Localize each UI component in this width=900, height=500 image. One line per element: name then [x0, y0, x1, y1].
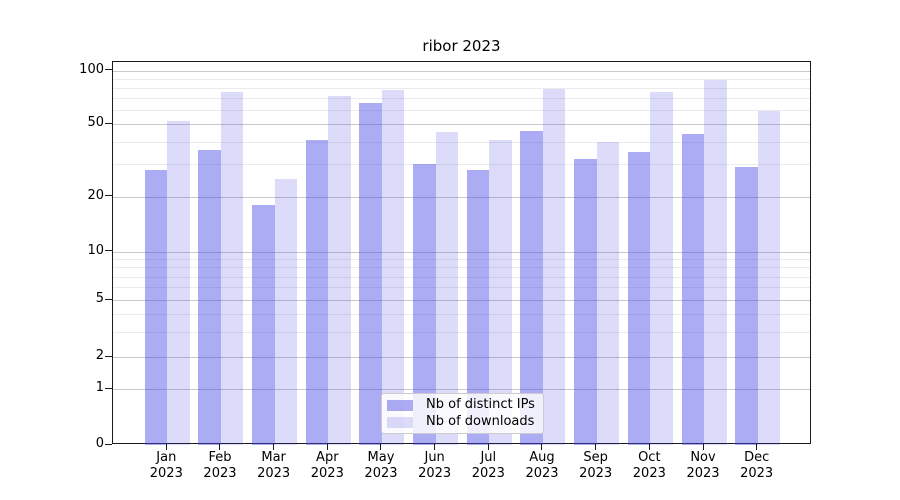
- legend-swatch-downloads: [387, 416, 413, 428]
- x-tick-label-mar: Mar 2023: [257, 450, 291, 481]
- x-tick-label-may: May 2023: [364, 450, 398, 481]
- gridline-minor-7: [113, 276, 810, 278]
- bar-distinct-ips-jun: [413, 164, 436, 445]
- y-tick-label-20: 20: [87, 187, 104, 203]
- legend-label-downloads: Nb of downloads: [426, 414, 535, 429]
- legend-swatch-distinct-ips: [387, 399, 413, 411]
- y-tick-20: [105, 195, 112, 196]
- gridline-major-1: [113, 389, 810, 391]
- bar-downloads-nov: [704, 80, 727, 445]
- gridline-minor-4: [113, 314, 810, 316]
- y-tick-5: [105, 298, 112, 300]
- y-tick-10: [105, 250, 112, 251]
- plot-area: [112, 61, 811, 445]
- x-tick-label-jan: Jan 2023: [149, 450, 183, 481]
- bar-downloads-apr: [328, 95, 351, 445]
- bar-distinct-ips-dec: [735, 167, 758, 445]
- y-tick-label-100: 100: [79, 61, 104, 77]
- gridline-major-2: [113, 357, 810, 358]
- bar-distinct-ips-aug: [520, 130, 543, 445]
- x-tick-label-sep: Sep 2023: [579, 450, 613, 481]
- bar-distinct-ips-jan: [144, 169, 168, 445]
- x-tick-feb: [219, 444, 221, 450]
- gridline-minor-70: [113, 98, 810, 100]
- bar-distinct-ips-nov: [681, 134, 704, 445]
- y-tick-label-50: 50: [87, 115, 104, 130]
- y-tick-2: [105, 355, 112, 357]
- y-tick-1: [105, 387, 112, 389]
- bar-downloads-mar: [274, 178, 298, 445]
- x-tick-dec: [756, 444, 758, 450]
- gridline-major-100: [113, 70, 810, 72]
- gridline-minor-40: [113, 141, 810, 143]
- bar-downloads-sep: [596, 141, 620, 445]
- gridline-minor-80: [113, 87, 810, 89]
- bar-distinct-ips-feb: [198, 149, 221, 445]
- gridline-minor-90: [113, 78, 810, 80]
- x-tick-nov: [702, 444, 704, 450]
- x-tick-jul: [487, 444, 489, 450]
- x-tick-oct: [648, 444, 650, 450]
- x-tick-label-oct: Oct 2023: [632, 450, 666, 481]
- y-tick-100: [105, 69, 112, 70]
- y-tick-label-1: 1: [95, 380, 104, 396]
- y-tick-label-5: 5: [95, 291, 104, 307]
- legend-item-distinct-ips: Nb of distinct IPs: [387, 397, 537, 413]
- gridline-minor-9: [113, 258, 810, 260]
- x-tick-aug: [541, 444, 543, 450]
- bar-downloads-feb: [220, 91, 244, 445]
- x-tick-label-jul: Jul 2023: [471, 450, 505, 481]
- bar-downloads-dec: [757, 111, 781, 445]
- bar-distinct-ips-apr: [305, 139, 329, 445]
- legend-item-downloads: Nb of downloads: [387, 414, 537, 430]
- bar-downloads-jul: [489, 139, 512, 445]
- x-tick-label-jun: Jun 2023: [418, 450, 452, 481]
- bar-distinct-ips-sep: [574, 159, 597, 445]
- y-tick-0: [105, 443, 112, 445]
- x-tick-label-nov: Nov 2023: [686, 450, 720, 481]
- gridline-major-50: [113, 124, 810, 125]
- x-tick-label-aug: Aug 2023: [525, 450, 559, 481]
- x-tick-label-apr: Apr 2023: [310, 450, 344, 481]
- y-tick-label-0: 0: [95, 436, 104, 451]
- x-tick-label-dec: Dec 2023: [740, 450, 774, 481]
- bar-downloads-jan: [167, 120, 190, 445]
- chart-title: ribor 2023: [422, 37, 501, 55]
- gridline-minor-30: [113, 164, 810, 166]
- bar-downloads-may: [381, 89, 405, 445]
- x-tick-label-feb: Feb 2023: [203, 450, 237, 481]
- bar-downloads-aug: [542, 88, 566, 445]
- bar-distinct-ips-jul: [466, 169, 490, 445]
- gridline-minor-60: [113, 109, 810, 111]
- legend-label-distinct-ips: Nb of distinct IPs: [426, 397, 535, 412]
- x-tick-apr: [326, 444, 328, 450]
- gridline-major-10: [113, 251, 810, 253]
- x-tick-jun: [434, 444, 436, 450]
- bar-distinct-ips-oct: [627, 152, 651, 445]
- x-tick-sep: [595, 444, 597, 450]
- y-tick-label-2: 2: [95, 348, 104, 363]
- bar-distinct-ips-may: [359, 102, 382, 445]
- gridline-minor-6: [113, 287, 810, 289]
- y-tick-label-10: 10: [87, 242, 104, 258]
- bar-downloads-jun: [435, 132, 459, 445]
- x-tick-mar: [273, 444, 275, 450]
- bar-distinct-ips-mar: [252, 204, 275, 445]
- bar-downloads-oct: [650, 91, 673, 445]
- gridline-minor-3: [113, 331, 810, 333]
- y-tick-50: [105, 122, 112, 124]
- x-tick-may: [380, 444, 382, 450]
- gridline-minor-8: [113, 267, 810, 269]
- x-tick-jan: [165, 444, 167, 450]
- gridline-major-20: [113, 196, 810, 198]
- legend: Nb of distinct IPs Nb of downloads: [381, 393, 544, 434]
- gridline-major-5: [113, 300, 810, 302]
